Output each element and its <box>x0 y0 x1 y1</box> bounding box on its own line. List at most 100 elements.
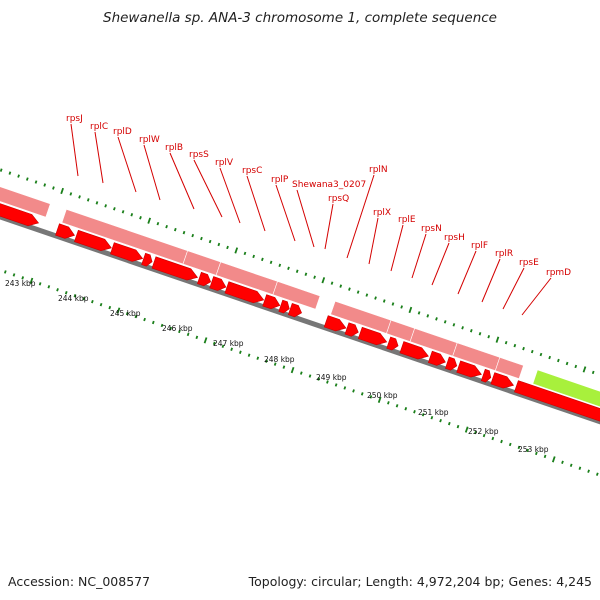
outer-tick-mark <box>217 242 221 247</box>
inner-tick-mark <box>343 386 347 390</box>
gene-label: rplR <box>495 249 513 259</box>
gene-label: rpsN <box>421 224 442 234</box>
topology-text: Topology: circular; Length: 4,972,204 bp… <box>248 574 592 589</box>
outer-tick-mark <box>139 216 142 220</box>
outer-tick-mark <box>52 186 55 190</box>
cds-arrow <box>209 276 227 291</box>
outer-tick-mark <box>200 236 203 241</box>
outer-tick-mark <box>78 195 81 199</box>
scale-label: 249 kbp <box>316 373 347 382</box>
cds-arrow <box>151 256 199 281</box>
scale-label: 253 kbp <box>518 445 549 454</box>
inner-tick-mark <box>212 341 216 346</box>
inner-tick-mark <box>203 337 208 344</box>
cds-arrow <box>344 322 359 337</box>
inner-tick-mark <box>160 323 164 328</box>
inner-tick-mark <box>73 294 77 298</box>
inner-tick-mark <box>595 472 599 476</box>
outer-tick-mark <box>121 210 125 214</box>
inner-tick-mark <box>535 451 538 456</box>
inner-tick-mark <box>247 353 251 357</box>
cds-arrow <box>224 281 265 304</box>
gene-label: rpsE <box>519 258 539 268</box>
inner-tick-mark <box>500 439 503 444</box>
outer-tick-mark <box>130 213 134 217</box>
inner-tick-mark <box>482 433 486 438</box>
accession-text: Accession: NC_008577 <box>8 574 151 589</box>
gene-label: rplV <box>215 158 234 168</box>
outer-tick-mark <box>356 290 360 294</box>
inner-tick-mark <box>195 335 199 340</box>
leader-line <box>390 224 404 272</box>
outer-tick-mark <box>417 311 421 315</box>
inner-tick-mark <box>404 407 408 411</box>
outer-tick-mark <box>582 366 587 373</box>
inner-tick-mark <box>265 359 268 363</box>
gene-label: rpsQ <box>328 194 349 204</box>
gene-label: rplB <box>165 143 183 153</box>
scale-label: 251 kbp <box>418 408 449 417</box>
outer-tick-mark <box>408 306 413 314</box>
inner-tick-mark <box>29 277 34 284</box>
scale-label: 245 kbp <box>110 309 141 318</box>
inner-tick-mark <box>430 415 434 420</box>
inner-tick-mark <box>82 296 85 301</box>
inner-tick-mark <box>299 371 303 375</box>
leader-line <box>368 217 379 265</box>
inner-tick-mark <box>56 288 59 292</box>
outer-tick-mark <box>69 192 73 196</box>
outer-tick-mark <box>374 296 377 300</box>
inner-tick-mark <box>221 344 225 349</box>
outer-tick-mark <box>382 299 386 303</box>
scale-label: 247 kbp <box>213 339 244 348</box>
inner-tick-mark <box>439 418 442 423</box>
outer-tick-mark <box>548 355 552 360</box>
inner-tick-mark <box>569 463 573 467</box>
inner-tick-mark <box>108 305 112 310</box>
outer-tick-mark <box>234 247 239 254</box>
outer-tick-mark <box>348 287 351 291</box>
gene-label: rplP <box>271 175 289 185</box>
outer-tick-mark <box>8 171 12 175</box>
gene-label: Shewana3_0207 <box>292 180 366 190</box>
leader-line <box>193 159 223 218</box>
leader-line <box>246 175 266 232</box>
gene-label: rplF <box>471 241 488 251</box>
outer-tick-mark <box>261 257 264 262</box>
gene-label: rpmD <box>546 268 571 278</box>
outer-tick-mark <box>513 343 517 348</box>
leader-line <box>296 189 315 248</box>
outer-tick-mark <box>591 370 595 375</box>
inner-tick-mark <box>360 392 364 396</box>
leader-line <box>346 174 375 259</box>
outer-tick-mark <box>400 305 404 309</box>
outer-tick-mark <box>156 221 160 226</box>
inner-tick-mark <box>134 314 138 319</box>
leader-line <box>117 136 137 193</box>
inner-tick-mark <box>64 291 68 295</box>
inner-tick-mark <box>12 273 16 277</box>
outer-tick-mark <box>243 251 247 256</box>
outer-tick-mark <box>226 245 229 250</box>
inner-tick-track <box>3 270 599 476</box>
inner-tick-mark <box>387 401 390 405</box>
outer-tick-mark <box>269 260 273 265</box>
inner-tick-mark <box>447 421 451 426</box>
cds-track-segment <box>272 281 321 310</box>
inner-tick-mark <box>317 377 321 381</box>
inner-tick-mark <box>116 307 121 314</box>
outer-tick-mark <box>113 207 116 211</box>
inner-tick-mark <box>308 374 312 378</box>
outer-tick-mark <box>452 323 456 327</box>
gene-label: rplE <box>398 215 416 225</box>
outer-tick-mark <box>504 340 508 345</box>
gene-label: rplC <box>90 122 108 132</box>
cds-arrow <box>0 203 40 227</box>
leader-line <box>457 250 477 295</box>
gene-label: rplD <box>113 127 132 137</box>
outer-tick-mark <box>321 277 326 284</box>
outer-tick-mark <box>191 233 195 238</box>
cds-arrow <box>386 336 399 351</box>
outer-tick-mark <box>252 254 256 259</box>
